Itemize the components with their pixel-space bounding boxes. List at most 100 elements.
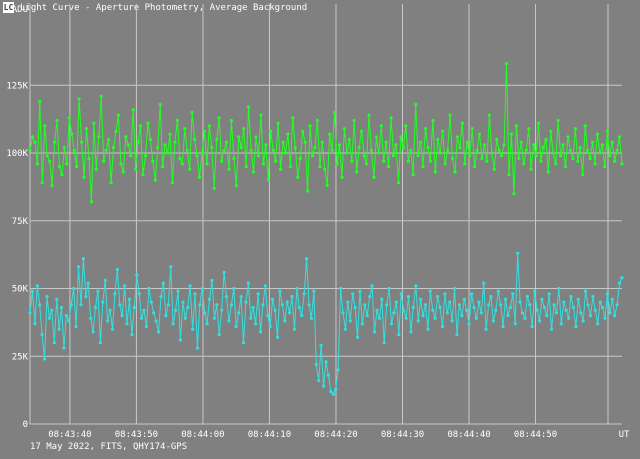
data-point: [244, 300, 248, 304]
data-point: [312, 289, 316, 293]
data-point: [537, 319, 542, 323]
data-point: [468, 154, 472, 158]
data-point: [217, 116, 221, 120]
data-point: [473, 165, 477, 169]
data-point: [309, 316, 313, 320]
data-point: [347, 137, 351, 142]
data-point: [351, 292, 355, 296]
data-point: [608, 311, 612, 315]
data-point: [528, 303, 532, 307]
data-point: [80, 140, 84, 144]
data-point: [596, 322, 600, 326]
data-point: [91, 330, 95, 334]
data-point: [564, 308, 568, 312]
data-point: [132, 305, 136, 310]
data-point: [72, 286, 76, 291]
data-point: [518, 300, 522, 304]
data-point: [387, 165, 391, 169]
data-point: [482, 143, 486, 147]
data-point: [291, 116, 295, 120]
data-point: [401, 146, 405, 150]
data-point: [251, 305, 255, 310]
data-point: [411, 305, 415, 310]
data-point: [341, 311, 345, 315]
data-point: [522, 162, 526, 166]
data-point: [325, 183, 329, 188]
data-point: [135, 273, 139, 277]
data-point: [411, 173, 415, 177]
data-point: [530, 324, 534, 329]
data-point: [610, 297, 614, 301]
data-point: [296, 175, 300, 179]
data-point: [353, 305, 357, 310]
data-point: [279, 167, 283, 171]
series-line-0: [29, 63, 623, 202]
data-point: [57, 165, 62, 169]
y-tick-label: 50K: [12, 285, 29, 295]
data-point: [571, 156, 575, 161]
data-point: [482, 281, 486, 285]
footer-info: 17 May 2022, FITS, QHY174-GPS: [30, 442, 188, 452]
data-point: [394, 143, 398, 147]
app-icon[interactable]: LC: [3, 2, 14, 13]
data-point: [574, 324, 578, 329]
data-point: [475, 148, 479, 152]
data-point: [397, 333, 401, 337]
data-point: [474, 316, 478, 320]
data-point: [374, 135, 378, 139]
data-point: [283, 319, 287, 323]
data-point: [360, 129, 364, 133]
data-point: [306, 189, 310, 193]
data-point: [357, 146, 361, 150]
data-point: [562, 300, 566, 304]
data-point: [559, 154, 563, 158]
data-point: [126, 143, 130, 147]
data-point: [512, 192, 516, 196]
data-point: [220, 308, 224, 312]
data-point: [617, 135, 622, 139]
data-point: [552, 303, 556, 307]
data-point: [576, 159, 580, 163]
data-point: [168, 132, 172, 136]
data-point: [457, 303, 461, 307]
data-point: [613, 314, 617, 318]
data-point: [271, 297, 275, 301]
data-point: [441, 129, 445, 133]
data-point: [323, 167, 327, 171]
data-point: [533, 289, 537, 293]
data-point: [124, 135, 128, 139]
data-point: [130, 333, 134, 337]
data-point: [409, 330, 413, 334]
data-point: [76, 265, 81, 269]
data-point: [156, 146, 160, 150]
data-point: [271, 148, 275, 152]
data-point: [106, 319, 110, 323]
data-point: [87, 156, 91, 161]
data-point: [563, 165, 568, 169]
data-point: [387, 286, 391, 291]
data-point: [217, 333, 221, 337]
data-point: [28, 148, 32, 152]
data-point: [28, 311, 32, 315]
data-point: [365, 314, 369, 318]
data-point: [438, 151, 442, 155]
data-point: [207, 124, 211, 128]
data-point: [438, 305, 442, 310]
data-point: [118, 303, 122, 307]
data-point: [423, 303, 428, 307]
data-point: [465, 308, 469, 312]
data-point: [256, 292, 260, 296]
data-point: [193, 137, 197, 142]
x-tick-label: 08:44:20: [314, 430, 357, 440]
data-point: [554, 311, 559, 315]
data-point: [345, 151, 349, 155]
data-point: [234, 183, 238, 188]
data-point: [102, 159, 106, 163]
data-point: [264, 143, 268, 147]
data-point: [136, 140, 140, 144]
data-point: [224, 140, 229, 144]
axes: [29, 4, 622, 425]
data-point: [355, 170, 359, 174]
data-series: [28, 62, 624, 396]
data-point: [541, 146, 546, 150]
